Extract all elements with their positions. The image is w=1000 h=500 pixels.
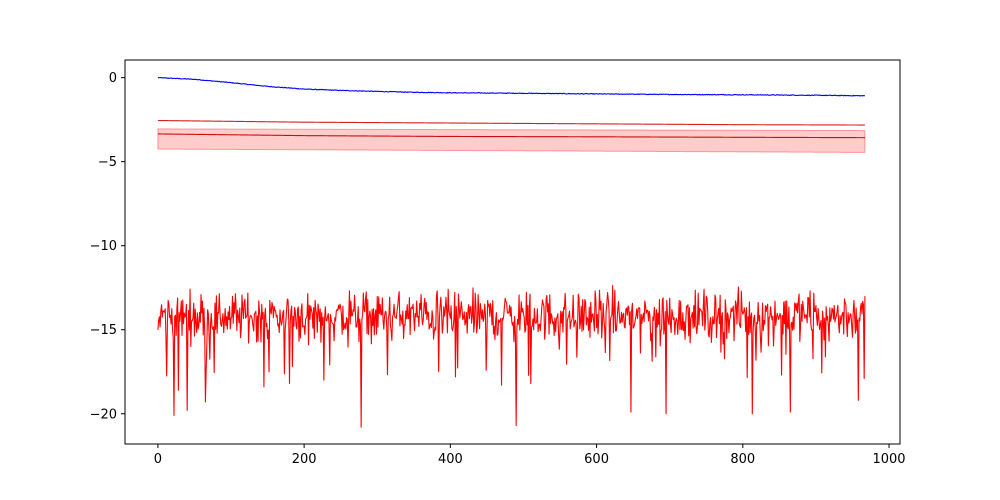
series-line-1 (157, 76, 866, 97)
x-tick-label: 400 (438, 452, 463, 467)
series-line-3 (157, 133, 865, 139)
x-axis: 0 200 400 600 800 1000 (154, 444, 906, 467)
y-tick-label: −15 (90, 323, 117, 338)
y-tick-label: −10 (90, 239, 117, 254)
x-tick-label: 600 (584, 452, 609, 467)
series-layer (157, 76, 866, 428)
x-tick-label: 200 (292, 452, 317, 467)
y-axis: 0 −5 −10 −15 −20 (90, 71, 125, 422)
series-line-4 (157, 285, 866, 428)
y-tick-label: −5 (98, 155, 117, 170)
x-tick-label: 0 (154, 452, 162, 467)
plot-area-frame (124, 59, 901, 445)
y-tick-label: −20 (90, 407, 117, 422)
series-line-2 (157, 119, 865, 126)
x-tick-label: 800 (730, 452, 755, 467)
y-tick-label: 0 (109, 71, 117, 86)
x-tick-label: 1000 (872, 452, 905, 467)
confidence-band-layer (157, 128, 866, 153)
confidence-band (157, 128, 866, 153)
